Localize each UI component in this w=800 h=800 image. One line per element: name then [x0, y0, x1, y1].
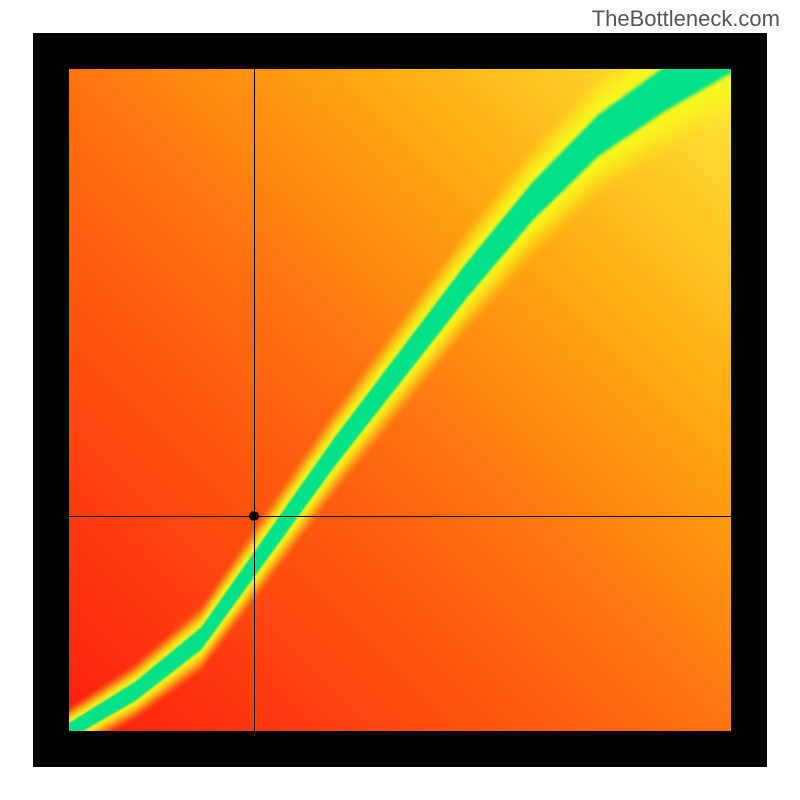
watermark-text: TheBottleneck.com	[592, 6, 780, 32]
crosshair-vertical	[254, 69, 255, 731]
crosshair-horizontal	[69, 516, 731, 517]
heatmap-canvas	[69, 69, 731, 731]
crosshair-marker	[249, 511, 259, 521]
heatmap-plot	[69, 69, 731, 731]
chart-container: TheBottleneck.com	[0, 0, 800, 800]
